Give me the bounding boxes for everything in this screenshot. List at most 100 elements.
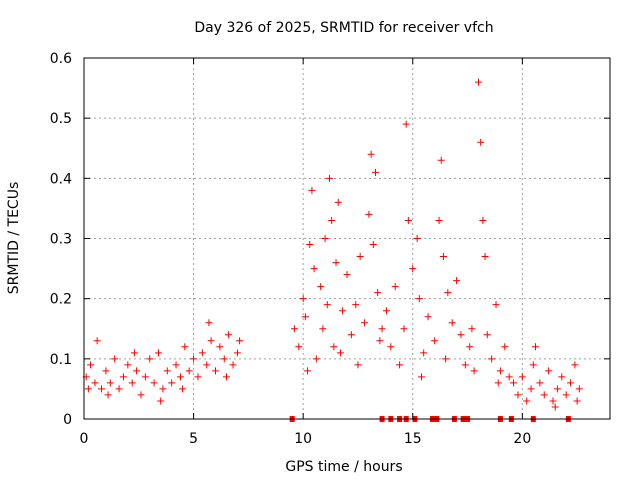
data-point	[402, 120, 410, 128]
data-point	[106, 379, 114, 387]
data-point	[137, 391, 145, 399]
data-point	[102, 367, 110, 375]
data-point	[488, 355, 496, 363]
data-point	[501, 343, 509, 351]
data-point	[573, 397, 581, 405]
data-point	[415, 295, 423, 303]
data-point	[378, 325, 386, 333]
data-point	[290, 325, 298, 333]
axis-ticks: 0 0.1 0.2 0.3 0.4 0.5 0.6 0 5 10 15 20	[50, 51, 610, 447]
data-point	[369, 241, 377, 249]
data-point	[567, 379, 575, 387]
data-point	[483, 331, 491, 339]
data-point	[413, 235, 421, 242]
data-points	[82, 78, 583, 411]
data-point	[222, 373, 230, 381]
data-point	[150, 379, 158, 387]
data-point	[93, 337, 101, 345]
data-point	[146, 355, 154, 363]
y-tick-label: 0.1	[50, 352, 72, 368]
data-point	[157, 397, 165, 405]
data-point	[91, 379, 99, 387]
data-point	[437, 156, 445, 164]
data-point	[470, 367, 478, 375]
data-point	[336, 349, 344, 357]
data-point	[198, 349, 206, 357]
data-point	[133, 367, 141, 375]
data-point	[468, 325, 476, 333]
data-point	[299, 295, 307, 303]
data-point	[205, 319, 213, 327]
data-point	[409, 265, 417, 273]
data-point	[236, 337, 244, 345]
data-point	[194, 373, 202, 381]
data-point	[442, 355, 450, 363]
data-point	[400, 325, 408, 333]
data-point	[330, 343, 338, 351]
data-point	[301, 313, 309, 321]
data-point	[479, 216, 487, 224]
x-tick-label: 10	[294, 431, 312, 447]
data-point	[119, 373, 127, 381]
data-point	[424, 313, 432, 321]
y-tick-label: 0.6	[50, 51, 72, 67]
y-tick-label: 0.2	[50, 292, 72, 308]
x-tick-label: 0	[80, 431, 89, 447]
data-point	[371, 168, 379, 176]
data-point	[212, 367, 219, 375]
data-point	[321, 235, 329, 242]
data-point	[128, 379, 136, 387]
data-point	[312, 355, 320, 363]
data-point	[376, 337, 384, 345]
data-point	[115, 385, 123, 393]
data-point	[475, 78, 482, 86]
data-point	[141, 373, 149, 381]
data-point	[404, 216, 412, 224]
data-point	[216, 343, 224, 351]
data-point	[190, 355, 198, 363]
data-point	[98, 385, 106, 393]
data-point	[496, 367, 504, 375]
y-tick-label: 0.3	[50, 232, 72, 248]
data-point	[159, 385, 167, 393]
x-tick-label: 20	[513, 431, 531, 447]
data-point	[319, 325, 327, 333]
data-point	[461, 361, 469, 369]
x-tick-label: 5	[189, 431, 198, 447]
data-point	[510, 379, 518, 387]
data-point	[229, 361, 237, 369]
data-point	[477, 138, 485, 146]
data-point	[310, 265, 318, 273]
data-point	[361, 319, 369, 327]
chart-title: Day 326 of 2025, SRMTID for receiver vfc…	[194, 20, 493, 36]
data-point	[172, 361, 180, 369]
data-point	[295, 343, 303, 351]
x-tick-label: 15	[404, 431, 422, 447]
data-point	[220, 355, 228, 363]
data-point	[325, 174, 333, 182]
data-point	[354, 361, 362, 369]
data-point	[396, 361, 404, 369]
y-tick-label: 0.4	[50, 171, 72, 187]
data-point	[545, 367, 553, 375]
data-point	[562, 391, 570, 399]
data-point	[431, 337, 439, 345]
data-point	[323, 301, 331, 309]
data-point	[558, 373, 566, 381]
data-point	[233, 349, 241, 357]
data-point	[332, 259, 340, 267]
data-point	[492, 301, 500, 309]
data-point	[104, 391, 112, 399]
data-point	[466, 343, 474, 351]
data-point	[494, 379, 502, 387]
data-point	[387, 343, 395, 351]
data-point	[505, 373, 513, 381]
data-point	[553, 385, 561, 393]
data-point	[176, 373, 184, 381]
data-point	[84, 385, 92, 393]
data-point	[352, 301, 360, 309]
data-point	[339, 307, 347, 315]
data-point	[334, 198, 342, 206]
data-point	[518, 373, 526, 381]
